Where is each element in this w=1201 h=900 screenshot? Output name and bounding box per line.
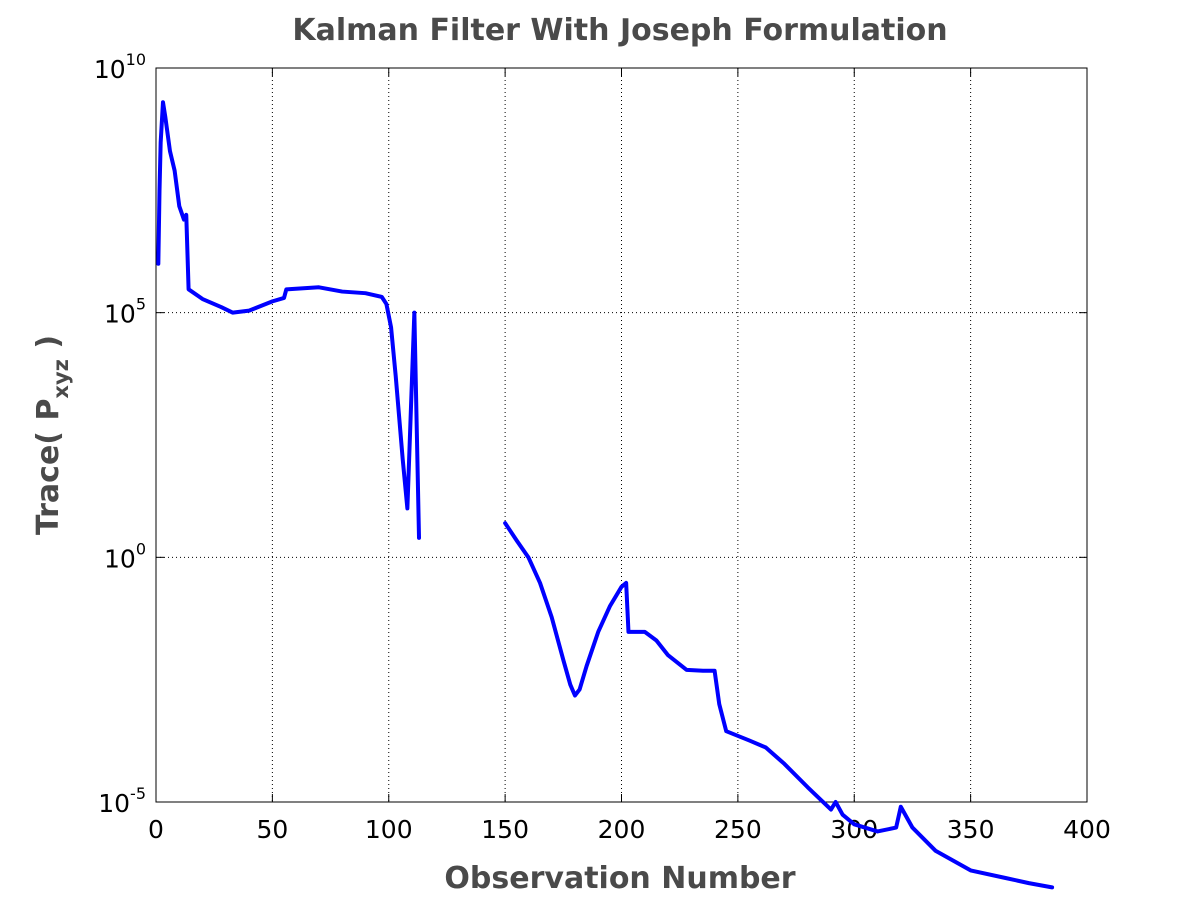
y-tick-label: 100 bbox=[104, 539, 146, 573]
y-axis-label: Trace( Pxyz ) bbox=[31, 335, 73, 535]
y-tick-label-exponent: 5 bbox=[136, 295, 146, 314]
y-tick-label-base: 10 bbox=[104, 300, 136, 329]
y-tick-label-base: 10 bbox=[104, 544, 136, 573]
x-tick-label: 350 bbox=[947, 815, 995, 844]
y-tick-label: 105 bbox=[104, 295, 146, 329]
x-tick-label: 0 bbox=[148, 815, 164, 844]
trace-series-line bbox=[503, 521, 1055, 890]
y-tick-label: 10-5 bbox=[98, 784, 146, 818]
data-series bbox=[156, 100, 1055, 890]
y-tick-label-exponent: 0 bbox=[136, 539, 146, 558]
axis-ticks bbox=[155, 67, 1088, 803]
y-axis-label-suffix: ) bbox=[31, 335, 66, 359]
x-tick-label: 150 bbox=[481, 815, 529, 844]
x-tick-labels: 0 50 100 150 200 250 300 350 400 bbox=[148, 815, 1111, 844]
trace-series-line bbox=[156, 100, 422, 540]
x-tick-label: 200 bbox=[598, 815, 646, 844]
x-tick-label: 100 bbox=[365, 815, 413, 844]
y-axis-label-subscript: xyz bbox=[49, 359, 73, 398]
y-axis-label-prefix: Trace( P bbox=[31, 399, 66, 535]
x-tick-label: 400 bbox=[1063, 815, 1111, 844]
y-tick-label: 1010 bbox=[94, 50, 146, 84]
y-tick-label-base: 10 bbox=[94, 55, 126, 84]
x-tick-label: 50 bbox=[256, 815, 288, 844]
x-tick-label: 250 bbox=[714, 815, 762, 844]
y-tick-label-exponent: 10 bbox=[126, 50, 146, 69]
y-tick-label-exponent: -5 bbox=[130, 784, 146, 803]
chart-title: Kalman Filter With Joseph Formulation bbox=[292, 13, 947, 48]
y-tick-label-base: 10 bbox=[98, 789, 130, 818]
x-axis-label: Observation Number bbox=[444, 861, 795, 896]
